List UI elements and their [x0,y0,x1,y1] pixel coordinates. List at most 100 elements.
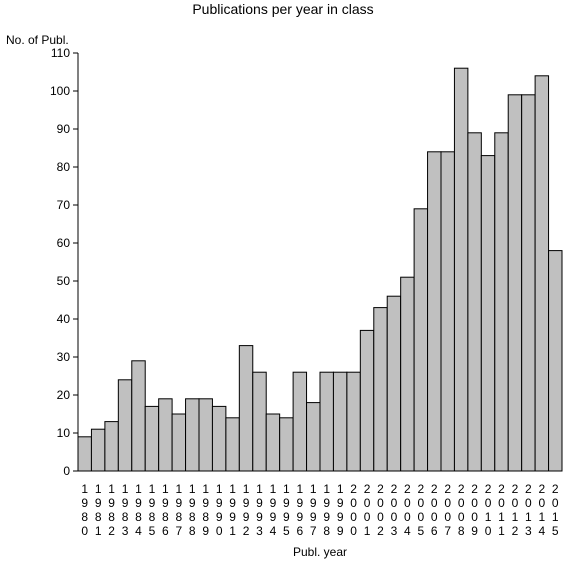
x-tick-digit: 9 [323,510,330,524]
x-tick-digit: 5 [149,524,156,538]
x-tick-digit: 1 [498,510,505,524]
x-tick-digit: 2 [431,482,438,496]
x-tick-digit: 9 [270,510,277,524]
y-tick-label-20: 20 [57,388,71,402]
x-tick-digit: 1 [122,482,129,496]
bar-2003 [386,295,402,472]
x-tick-digit: 0 [431,510,438,524]
y-tick-label-80: 80 [57,160,71,174]
x-tick-digit: 9 [471,524,478,538]
x-tick-digit: 9 [243,510,250,524]
x-tick-digit: 1 [525,510,532,524]
bar-2011 [494,132,509,472]
x-tick-digit: 0 [404,496,411,510]
x-tick-digit: 1 [256,482,263,496]
x-tick-digit: 2 [458,482,465,496]
x-tick-digit: 0 [377,496,384,510]
bar-2014 [534,75,550,472]
x-tick-digit: 2 [471,482,478,496]
x-tick-digit: 1 [202,482,209,496]
x-tick-digit: 9 [296,496,303,510]
x-tick-digit: 8 [95,510,102,524]
x-tick-digit: 1 [81,482,88,496]
bar-1990 [211,405,227,472]
x-tick-digit: 1 [216,482,223,496]
bar-2015 [548,250,563,472]
bar-1999 [332,371,348,472]
x-tick-digit: 0 [525,496,532,510]
axes-layer [73,52,562,472]
bar-1996 [292,371,308,472]
x-tick-digit: 8 [162,510,169,524]
bar-1992 [238,345,254,472]
x-tick-digit: 9 [256,496,263,510]
x-tick-digit: 2 [377,524,384,538]
x-tick-digit: 9 [202,524,209,538]
bar-2005 [413,208,429,472]
x-tick-digit: 9 [95,496,102,510]
x-tick-digit: 0 [498,496,505,510]
bar-2013 [521,94,536,472]
x-tick-digit: 2 [417,482,424,496]
x-tick-digit: 7 [444,524,451,538]
x-tick-digit: 2 [538,482,545,496]
x-tick-digit: 0 [471,496,478,510]
x-tick-digit: 2 [552,482,559,496]
x-tick-digit: 3 [122,524,129,538]
x-tick-digit: 1 [95,482,102,496]
x-tick-digit: 9 [216,496,223,510]
bar-1994 [265,413,281,472]
bar-1995 [279,417,294,472]
x-tick-digit: 9 [81,496,88,510]
x-tick-digit: 8 [189,524,196,538]
x-tick-digit: 0 [485,496,492,510]
bar-2001 [359,329,375,472]
x-tick-digit: 2 [377,482,384,496]
y-axis-label: No. of Publ. [6,33,69,47]
x-tick-digit: 1 [175,482,182,496]
x-tick-digit: 8 [202,510,209,524]
x-tick-digit: 6 [296,524,303,538]
x-tick-digit: 6 [162,524,169,538]
bar-1985 [144,405,160,472]
x-tick-digit: 2 [512,524,519,538]
x-tick-digit: 8 [135,510,142,524]
bar-1983 [117,379,133,472]
x-tick-digit: 9 [323,496,330,510]
y-tick-label-70: 70 [57,198,71,212]
bar-2008 [453,67,469,472]
x-axis-label: Publ. year [293,545,347,559]
bar-2006 [427,151,442,472]
x-tick-digit: 2 [350,482,357,496]
x-tick-digit: 2 [525,482,532,496]
bar-2004 [400,276,415,472]
x-tick-digit: 4 [270,524,277,538]
x-tick-digit: 3 [256,524,263,538]
y-tick-label-40: 40 [57,312,71,326]
x-tick-digit: 0 [444,496,451,510]
x-tick-digit: 1 [229,524,236,538]
chart-title: Publications per year in class [192,1,373,17]
x-tick-digit: 9 [283,496,290,510]
x-tick-digit: 9 [310,496,317,510]
x-tick-digit: 9 [337,524,344,538]
x-tick-digit: 1 [512,510,519,524]
x-tick-digit: 9 [337,510,344,524]
